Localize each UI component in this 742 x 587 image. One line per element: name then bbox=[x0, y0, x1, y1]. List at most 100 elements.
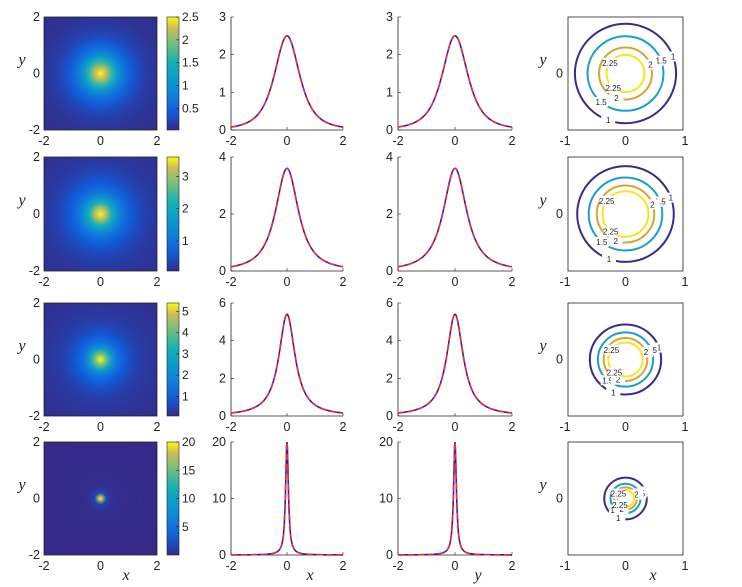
xtick-label: 0 bbox=[452, 275, 459, 289]
contour-ylabel: y bbox=[537, 477, 547, 494]
ytick-label: 3 bbox=[219, 10, 226, 24]
numerical-solution-line bbox=[398, 441, 512, 556]
ytick-label: 6 bbox=[386, 296, 393, 310]
colorbar-tick-label: 1 bbox=[182, 234, 189, 248]
colorbar-tick-label: 3 bbox=[182, 347, 189, 361]
xtick-label: -2 bbox=[225, 420, 236, 434]
colorbar-tick-label: 2 bbox=[182, 368, 189, 382]
heatmap-ytick-label: 0 bbox=[33, 492, 40, 506]
heatmap-ytick-label: -2 bbox=[29, 409, 40, 423]
ytick-label: 20 bbox=[212, 435, 226, 449]
x-profile-panel: 024-2 0 2 bbox=[219, 150, 346, 289]
contour-line-level bbox=[587, 176, 664, 252]
heatmap-frame bbox=[43, 441, 158, 556]
heatmap-frame bbox=[43, 16, 158, 131]
contour-line-level bbox=[596, 331, 655, 388]
colorbar-tick-label: 5 bbox=[182, 520, 189, 534]
contour-label: 1.5 bbox=[596, 238, 608, 247]
colorbar-tick-label: 2 bbox=[182, 33, 189, 47]
heatmap-xlabel: x bbox=[121, 567, 129, 584]
contour-label-bg bbox=[600, 375, 615, 386]
contour-xtick-label: 1 bbox=[682, 134, 689, 148]
ytick-label: 0 bbox=[219, 409, 226, 423]
colorbar-gradient bbox=[166, 302, 180, 417]
ytick-label: 3 bbox=[386, 10, 393, 24]
ytick-label: 0 bbox=[219, 264, 226, 278]
heatmap-ytick-label: -2 bbox=[29, 548, 40, 562]
ytick-label: 2 bbox=[219, 48, 226, 62]
contour-label-bg bbox=[601, 253, 616, 264]
contour-ytick-label: 0 bbox=[556, 67, 563, 81]
contour-label: 2.25 bbox=[604, 346, 620, 355]
numerical-solution-line bbox=[230, 35, 344, 128]
contour-label-bg bbox=[653, 196, 668, 207]
ytick-label: 4 bbox=[219, 334, 226, 348]
heatmap-xtick-label: 0 bbox=[97, 275, 104, 289]
contour-label-bg bbox=[652, 342, 667, 353]
contour-label: 2.25 bbox=[599, 197, 615, 206]
xtick-label: -2 bbox=[392, 134, 403, 148]
contour-xtick-label: -1 bbox=[559, 134, 570, 148]
contour-label-bg bbox=[639, 347, 654, 358]
ytick-label: 4 bbox=[219, 150, 226, 164]
xlabel: y bbox=[472, 567, 482, 584]
xtick-label: 0 bbox=[452, 559, 459, 573]
contour-label: 1 bbox=[611, 388, 616, 397]
ytick-label: 2 bbox=[386, 371, 393, 385]
contour-label-bg bbox=[594, 97, 609, 108]
ytick-label: 0 bbox=[386, 123, 393, 137]
contour-xtick-label: -1 bbox=[559, 420, 570, 434]
heatmap-ytick-label: 0 bbox=[33, 353, 40, 367]
contour-frame bbox=[567, 441, 684, 556]
contour-frame bbox=[567, 302, 684, 417]
contour-xtick-label: 1 bbox=[682, 275, 689, 289]
contour-line-level bbox=[605, 53, 646, 94]
contour-ytick-label: 0 bbox=[556, 492, 563, 506]
contour-label-bg bbox=[654, 55, 669, 66]
contour-label-bg bbox=[609, 92, 624, 103]
heatmap-ytick-label: -2 bbox=[29, 264, 40, 278]
contour-line-level bbox=[603, 476, 648, 521]
ytick-label: 2 bbox=[386, 48, 393, 62]
heatmap-image bbox=[44, 303, 157, 416]
ytick-label: 1 bbox=[219, 85, 226, 99]
ytick-label: 0 bbox=[219, 548, 226, 562]
xtick-label: 2 bbox=[340, 420, 347, 434]
contour-line-level bbox=[573, 22, 678, 125]
contour-label-bg bbox=[611, 488, 626, 499]
contour-label: 2 bbox=[650, 200, 655, 209]
xtick-label: 2 bbox=[509, 559, 516, 573]
contour-xtick-label: 1 bbox=[682, 420, 689, 434]
xtick-label: -2 bbox=[225, 559, 236, 573]
exact-solution-line bbox=[397, 167, 513, 268]
contour-label: 2 bbox=[614, 94, 619, 103]
colorbar-tick-label: 4 bbox=[182, 326, 189, 340]
colorbar-tick-label: 3 bbox=[182, 169, 189, 183]
contour-line-level bbox=[576, 165, 675, 263]
heatmap-ylabel: y bbox=[16, 338, 26, 355]
contour-label-bg bbox=[666, 51, 681, 62]
contour-label-bg bbox=[611, 513, 626, 524]
exact-solution-line bbox=[397, 313, 513, 414]
xtick-label: -2 bbox=[392, 559, 403, 573]
contour-label: 1.5 bbox=[596, 98, 608, 107]
contour-line-level bbox=[586, 35, 665, 112]
contour-label-bg bbox=[663, 192, 678, 203]
ytick-label: 1 bbox=[386, 85, 393, 99]
heatmap-ytick-label: 2 bbox=[33, 10, 40, 24]
contour-label-bg bbox=[645, 199, 660, 210]
contour-xtick-label: 0 bbox=[622, 134, 629, 148]
xtick-label: 0 bbox=[284, 134, 291, 148]
ytick-label: 2 bbox=[219, 207, 226, 221]
heatmap-ytick-label: 0 bbox=[33, 207, 40, 221]
xtick-label: 2 bbox=[509, 134, 516, 148]
heatmap-xtick-label: 0 bbox=[97, 420, 104, 434]
numerical-solution-line bbox=[397, 35, 513, 128]
ytick-label: 10 bbox=[379, 492, 393, 506]
colorbar-tick-label: 15 bbox=[182, 463, 196, 477]
colorbar-gradient bbox=[166, 16, 180, 131]
